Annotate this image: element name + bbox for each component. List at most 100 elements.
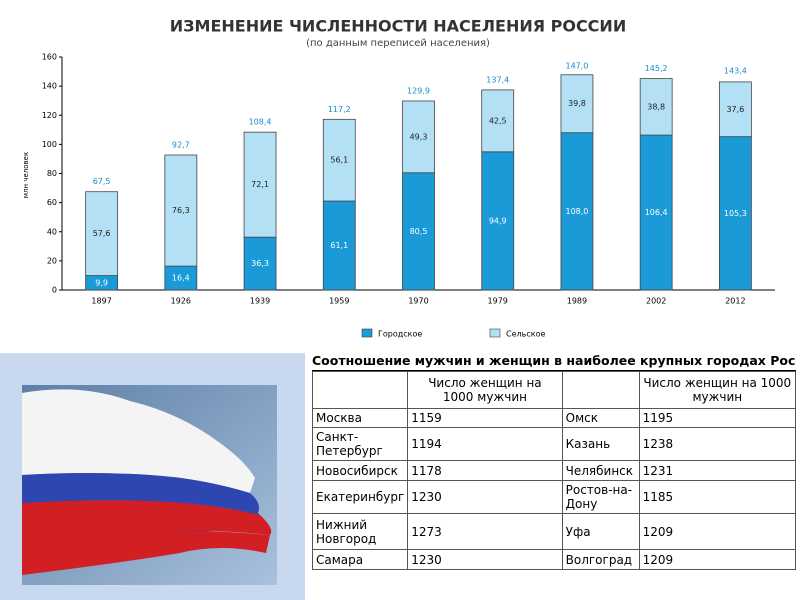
table-cell: 1238 xyxy=(638,427,797,461)
bar-segment xyxy=(481,151,515,291)
y-tick-label: 140 xyxy=(42,82,57,91)
value-label: 94,9 xyxy=(489,216,507,225)
value-label: 16,4 xyxy=(172,274,190,283)
value-label: 39,8 xyxy=(568,99,586,108)
total-label: 129,9 xyxy=(407,86,430,95)
table-cell: Омск xyxy=(561,408,640,428)
y-tick-label: 0 xyxy=(52,286,57,295)
table-cell: Москва xyxy=(311,408,409,428)
table-row: Екатеринбург 1230 Ростов-на-Дону 1185 xyxy=(311,480,797,514)
header-row: Число женщин на 1000 мужчин Число женщин … xyxy=(311,371,797,409)
bar-segment xyxy=(164,154,198,267)
table-cell: Ростов-на-Дону xyxy=(561,480,640,514)
bar-segment xyxy=(85,191,119,276)
table-cell: Уфа xyxy=(561,513,640,550)
x-tick-label: 2012 xyxy=(725,297,745,306)
table-row: Новосибирск 1178 Челябинск 1231 xyxy=(311,460,797,481)
bar-segment xyxy=(402,100,435,174)
y-tick-label: 60 xyxy=(47,198,57,207)
table-cell: Волгоград xyxy=(561,549,640,570)
bar-segment xyxy=(718,136,752,291)
legend-swatch xyxy=(489,328,501,338)
value-label: 38,8 xyxy=(647,102,665,111)
bar-segment xyxy=(560,74,594,134)
table-cell: Число женщин на 1000 мужчин xyxy=(638,371,797,409)
value-label: 80,5 xyxy=(410,227,428,236)
legend-label: Сельское xyxy=(506,330,545,339)
bar-segment xyxy=(243,131,277,238)
table-cell: Самара xyxy=(311,549,409,570)
table-row: Нижний Новгород 1273 Уфа 1209 xyxy=(311,513,797,550)
table-cell: 1178 xyxy=(407,460,563,481)
y-tick-label: 20 xyxy=(47,256,57,265)
y-tick-label: 80 xyxy=(47,169,57,178)
table-cell: 1185 xyxy=(638,480,797,514)
table-cell: 1195 xyxy=(638,408,797,428)
x-tick-label: 1939 xyxy=(250,297,270,306)
bar-segment xyxy=(639,78,673,136)
value-label: 106,4 xyxy=(645,208,668,217)
total-label: 67,5 xyxy=(93,177,111,186)
chart-title: ИЗМЕНЕНИЕ ЧИСЛЕННОСТИ НАСЕЛЕНИЯ РОССИИ xyxy=(170,17,626,36)
total-label: 108,4 xyxy=(249,118,272,127)
total-label: 137,4 xyxy=(486,75,509,84)
value-label: 72,1 xyxy=(251,180,269,189)
table-cell: 1230 xyxy=(407,549,563,570)
table-cell: 1209 xyxy=(638,549,797,570)
table-cell: 1194 xyxy=(407,427,563,461)
value-label: 37,6 xyxy=(726,105,744,114)
table-row: Москва 1159 Омск 1195 xyxy=(311,408,797,428)
chart-subtitle: (по данным переписей населения) xyxy=(306,38,490,49)
value-label: 108,0 xyxy=(565,207,588,216)
y-tick-label: 100 xyxy=(42,140,57,149)
value-label: 9,9 xyxy=(95,278,108,287)
x-tick-label: 1926 xyxy=(171,297,191,306)
chart: ИЗМЕНЕНИЕ ЧИСЛЕННОСТИ НАСЕЛЕНИЯ РОССИИ (… xyxy=(22,17,775,339)
bar-segment xyxy=(322,118,356,202)
legend-label: Городское xyxy=(378,330,422,339)
x-tick-label: 1897 xyxy=(91,297,111,306)
value-label: 56,1 xyxy=(330,156,348,165)
legend-swatch xyxy=(361,328,373,338)
x-tick-label: 1970 xyxy=(408,297,428,306)
bar-segment xyxy=(639,134,673,291)
value-label: 49,3 xyxy=(410,132,428,141)
bar-segment xyxy=(243,236,277,291)
table-cell: Новосибирск xyxy=(311,460,409,481)
total-label: 92,7 xyxy=(172,141,190,150)
value-label: 61,1 xyxy=(330,241,348,250)
value-label: 57,6 xyxy=(93,229,111,238)
bar-segment xyxy=(481,89,515,153)
table: Число женщин на 1000 мужчин Число женщин … xyxy=(311,371,797,570)
value-label: 42,5 xyxy=(489,116,507,125)
table-cell: 1230 xyxy=(407,480,563,514)
table-block: Соотношение мужчин и женщин в наиболее к… xyxy=(311,353,797,570)
y-tick-label: 160 xyxy=(42,53,57,62)
table-cell xyxy=(561,371,640,409)
y-tick-label: 40 xyxy=(47,227,57,236)
total-label: 117,2 xyxy=(328,105,351,114)
table-cell: Число женщин на 1000 мужчин xyxy=(407,371,563,409)
y-tick-label: 120 xyxy=(42,111,57,120)
flag-picture xyxy=(0,353,305,600)
table-cell: 1231 xyxy=(638,460,797,481)
bar-segment xyxy=(322,200,356,291)
table-row: Санкт-Петербург 1194 Казань 1238 xyxy=(311,427,797,461)
x-tick-label: 1979 xyxy=(488,297,508,306)
y-axis-label: млн человек xyxy=(22,152,30,198)
table-row: Самара 1230 Волгоград 1209 xyxy=(311,549,797,570)
table-cell: Нижний Новгород xyxy=(311,513,409,550)
x-tick-label: 2002 xyxy=(646,297,666,306)
value-label: 76,3 xyxy=(172,206,190,215)
x-tick-label: 1959 xyxy=(329,297,349,306)
total-label: 145,2 xyxy=(645,64,668,73)
table-cell: Казань xyxy=(561,427,640,461)
value-label: 36,3 xyxy=(251,259,269,268)
table-cell xyxy=(311,371,409,409)
x-tick-label: 1989 xyxy=(567,297,587,306)
total-label: 143,4 xyxy=(724,67,747,76)
table-cell: 1159 xyxy=(407,408,563,428)
bar-segment xyxy=(718,81,752,138)
value-label: 105,3 xyxy=(724,209,747,218)
